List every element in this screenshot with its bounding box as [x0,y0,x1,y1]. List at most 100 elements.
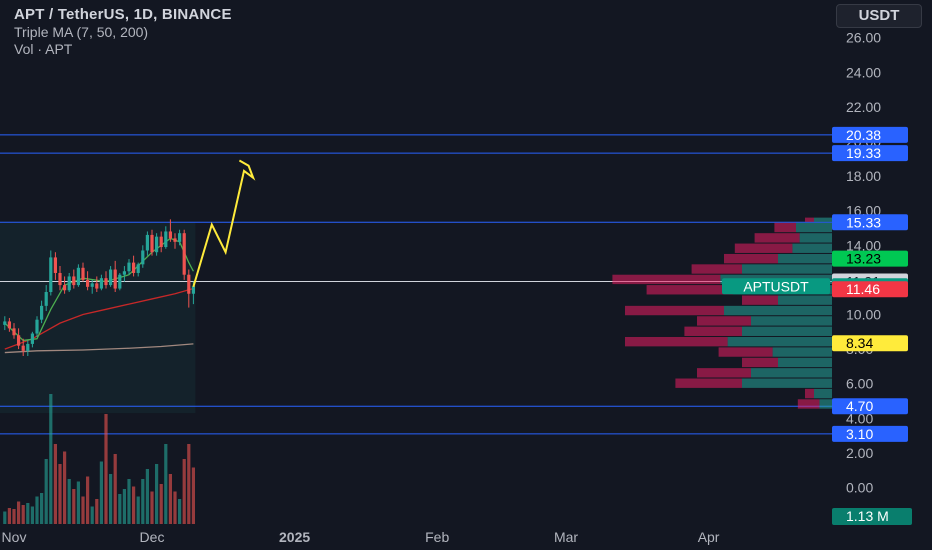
candle-body [26,343,30,351]
volume-profile-down [742,357,778,368]
volume-bar [40,493,44,524]
volume-profile-up [819,399,832,409]
volume-profile-up [751,316,832,326]
y-tick-label: 24.00 [846,64,881,80]
volume-profile-down [697,316,751,326]
volume-bar [104,414,108,524]
y-tick-label: 14.00 [846,237,881,253]
volume-profile-down [684,326,742,336]
price-label: 15.33 [846,214,881,230]
volume-bar [178,499,182,524]
volume-profile-up [742,264,832,274]
volume-bar [145,469,149,524]
symbol-tag-bg [722,278,830,295]
candle-body [12,328,16,336]
volume-bar [127,479,131,524]
candle-body [178,233,182,242]
price-label-bg [832,250,908,267]
candle-body [113,269,117,289]
price-label: 11.46 [846,281,880,297]
volume-profile-down [774,222,796,233]
volume-bar [30,506,34,524]
volume-bar [187,444,191,524]
volume-bar [67,479,71,524]
volume-bar [173,491,177,524]
candle-body [21,345,25,351]
candle-body [104,278,108,286]
price-label-bg [832,425,908,442]
candle-body [44,292,48,306]
volume-bar [150,491,154,524]
volume-profile-up [772,347,832,357]
candle-body [49,257,53,293]
volume-profile-down [646,285,733,295]
volume-profile-up [742,326,832,336]
price-label-bg [832,281,908,298]
indicator-label[interactable]: Triple MA (7, 50, 200) [14,24,149,40]
volume-bar [72,489,76,524]
candle-body [17,335,21,346]
x-tick-label: Dec [140,529,165,545]
volume-profile-down [742,295,778,305]
candle-body [53,257,57,273]
volume-value-label: 1.13 M [846,508,889,524]
candle-body [67,276,71,291]
ma-200-line [4,343,194,354]
volume-profile-down [691,264,742,274]
candle-body [164,231,168,248]
candle-body [86,279,90,287]
volume-bar [26,503,30,524]
volume-profile-down [797,399,820,409]
volume-bar [136,496,140,524]
candle-body [3,321,7,325]
volume-profile-up [814,388,832,399]
chart-legend: APT / TetherUS, 1D, BINANCE Triple MA (7… [14,6,232,57]
volume-bar [81,496,85,524]
volume-label[interactable]: Vol · APT [14,41,73,57]
volume-bar [7,508,11,524]
candle-body [81,267,85,280]
price-label: 20.38 [846,127,881,143]
symbol-title[interactable]: APT / TetherUS, 1D, BINANCE [14,6,232,23]
volume-profile-up [751,368,832,378]
volume-value-bg [832,508,912,525]
y-tick-label: 0.00 [846,480,873,496]
volume-profile-up [792,243,832,253]
symbol-tag: APTUSDT [743,278,809,294]
volume-profile-down [718,347,773,357]
volume-bar [191,467,195,524]
y-tick-label: 2.00 [846,445,873,461]
candle-body [7,321,11,329]
candle-body [127,262,131,272]
range-box [0,222,196,414]
price-label: 8.34 [846,335,873,351]
y-tick-label: 22.00 [846,99,881,115]
price-label-bg [832,335,908,352]
candle-body [90,283,94,287]
x-tick-label: 2025 [279,529,310,545]
candle-body [191,286,195,294]
volume-profile-up [799,233,832,243]
candle-body [141,250,145,265]
volume-bar [132,486,136,524]
candle-body [35,319,39,334]
volume-profile-down [805,217,814,222]
currency-button[interactable]: USDT [836,4,922,28]
volume-profile-up [778,295,832,305]
volume-bar [44,459,48,524]
volume-bar [17,501,21,524]
candle-body [122,271,126,275]
volume-bar [63,451,67,524]
volume-profile-down [675,378,742,388]
price-label-bg [832,126,908,143]
candle-body [159,236,163,248]
price-label: 3.10 [846,426,873,442]
candle-body [76,267,80,286]
volume-profile-up [742,378,832,388]
volume-bar [164,444,168,524]
volume-bar [113,454,117,524]
price-label-bg [832,398,908,415]
volume-bar [155,464,159,524]
x-tick-label: Nov [2,529,27,545]
